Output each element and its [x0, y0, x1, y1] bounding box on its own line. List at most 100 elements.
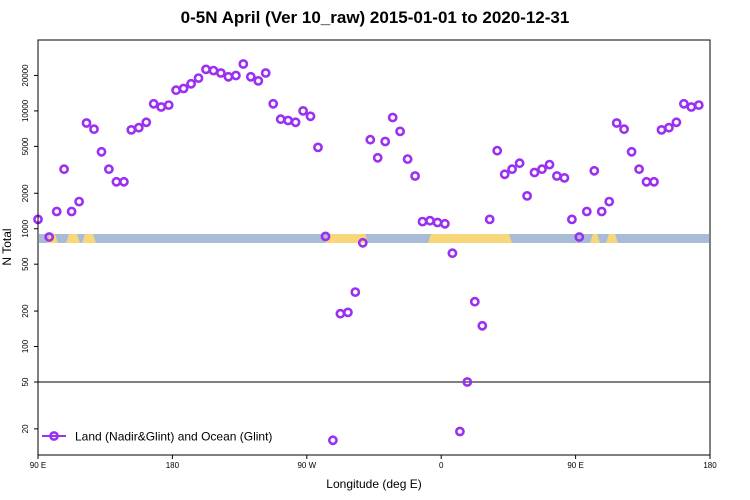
data-point — [59, 164, 69, 175]
land-patch — [82, 234, 96, 243]
data-point — [634, 164, 644, 175]
data-point — [604, 196, 615, 207]
data-point — [193, 73, 204, 83]
data-point — [290, 117, 301, 128]
data-point — [313, 142, 323, 153]
data-point — [111, 176, 122, 187]
data-point — [425, 215, 435, 226]
data-point — [260, 68, 271, 78]
data-point — [477, 320, 488, 331]
data-point — [96, 146, 107, 157]
y-tick-label: 2000 — [21, 184, 30, 202]
data-point — [357, 237, 368, 248]
data-point — [514, 158, 525, 169]
data-point — [201, 64, 211, 75]
land-patch — [606, 234, 618, 243]
data-point — [253, 76, 264, 86]
data-point — [574, 232, 585, 242]
data-point — [178, 83, 189, 94]
x-tick-label: 90 E — [567, 461, 583, 470]
data-point — [649, 176, 659, 187]
y-axis-label: N Total — [0, 228, 14, 265]
data-point — [454, 426, 465, 437]
data-point — [81, 118, 92, 128]
y-tick-label: 20000 — [21, 64, 30, 87]
y-tick-label: 10000 — [21, 99, 30, 122]
data-point — [671, 117, 682, 128]
x-tick-label: 0 — [439, 461, 444, 470]
x-tick-label: 180 — [703, 461, 717, 470]
y-tick-label: 500 — [21, 257, 30, 271]
y-tick-label: 20 — [21, 424, 30, 433]
data-point — [567, 214, 577, 225]
y-tick-label: 200 — [21, 304, 30, 318]
data-point — [402, 154, 413, 164]
x-axis-label: Longitude (deg E) — [326, 477, 421, 491]
data-point — [141, 117, 152, 128]
data-point — [156, 102, 167, 112]
data-point — [283, 115, 293, 126]
plot-frame — [37, 39, 711, 456]
data-point — [320, 231, 331, 242]
data-point — [74, 196, 84, 207]
data-point — [327, 435, 338, 446]
data-point — [484, 214, 495, 225]
data-point — [552, 171, 562, 181]
y-tick-label: 5000 — [21, 137, 30, 155]
data-point — [581, 206, 592, 217]
chart-title: 0-5N April (Ver 10_raw) 2015-01-01 to 20… — [180, 8, 570, 27]
data-point — [238, 59, 249, 69]
legend: Land (Nadir&Glint) and Ocean (Glint) — [42, 430, 272, 444]
data-point — [686, 102, 697, 112]
data-point — [171, 85, 181, 96]
y-axis: 20 50 100 200 500 1000 2000 5000 10000 20000 — [21, 64, 38, 433]
data-point — [89, 124, 99, 135]
data-point — [387, 112, 398, 123]
x-tick-label: 180 — [166, 461, 180, 470]
data-point — [462, 377, 473, 387]
data-point — [447, 248, 458, 259]
data-point — [679, 98, 689, 109]
data-point — [611, 118, 622, 128]
land-patch — [325, 234, 368, 243]
data-point — [66, 206, 77, 217]
x-tick-label: 90 E — [30, 461, 46, 470]
data-point — [522, 190, 532, 201]
data-point — [268, 98, 279, 109]
legend-label: Land (Nadir&Glint) and Ocean (Glint) — [75, 430, 272, 444]
data-point — [619, 124, 629, 135]
data-point — [298, 106, 308, 116]
data-point — [148, 98, 159, 109]
data-point — [365, 134, 376, 145]
data-point — [230, 70, 241, 81]
data-point — [410, 171, 420, 181]
data-point — [275, 114, 286, 125]
land-patch — [590, 234, 600, 243]
legend-marker — [49, 431, 59, 441]
data-point — [492, 145, 503, 156]
data-point — [245, 71, 256, 82]
data-point — [126, 124, 137, 135]
data-point — [529, 167, 540, 178]
data-point — [215, 68, 226, 78]
data-point — [507, 164, 517, 175]
data-point — [559, 172, 570, 183]
y-tick-label: 50 — [21, 377, 30, 386]
data-point — [395, 126, 405, 137]
land-ocean-band — [39, 234, 709, 243]
data-point — [372, 152, 383, 163]
data-point — [51, 206, 62, 217]
series-points — [33, 59, 704, 446]
data-point — [342, 307, 353, 318]
y-tick-label: 100 — [21, 339, 30, 353]
data-point — [335, 308, 346, 319]
data-point — [693, 100, 704, 110]
data-point — [163, 100, 174, 110]
land-patch — [66, 234, 80, 243]
ocean-band — [39, 234, 709, 243]
data-point — [439, 218, 450, 229]
data-point — [469, 296, 480, 307]
data-point — [104, 164, 114, 175]
data-point — [186, 78, 196, 89]
